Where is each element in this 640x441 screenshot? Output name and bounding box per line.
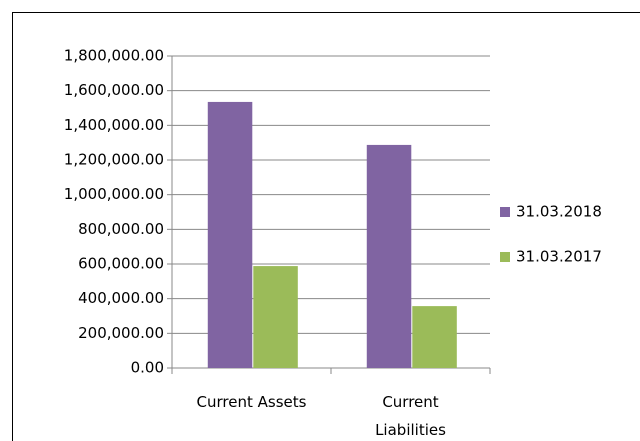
y-tick-label: 1,800,000.00 [64, 47, 164, 65]
y-tick-label: 400,000.00 [78, 289, 164, 307]
bar [412, 306, 457, 368]
y-tick-label: 800,000.00 [78, 220, 164, 238]
legend-swatch [500, 207, 510, 217]
y-tick-label: 1,200,000.00 [64, 151, 164, 169]
y-tick-label: 0.00 [131, 359, 164, 377]
chart-border [12, 12, 640, 441]
y-tick-label: 1,600,000.00 [64, 81, 164, 99]
x-tick-label: Current Liabilities [375, 393, 446, 439]
legend-label: 31.03.2017 [516, 248, 602, 266]
y-tick-label: 1,000,000.00 [64, 185, 164, 203]
y-tick-label: 200,000.00 [78, 324, 164, 342]
legend-label: 31.03.2018 [516, 203, 602, 221]
bar [366, 144, 412, 368]
bar [207, 101, 253, 368]
bar [253, 266, 298, 368]
y-tick-label: 1,400,000.00 [64, 116, 164, 134]
y-tick-label: 600,000.00 [78, 255, 164, 273]
x-tick-label: Current Assets [196, 393, 307, 411]
legend-swatch [500, 252, 510, 262]
